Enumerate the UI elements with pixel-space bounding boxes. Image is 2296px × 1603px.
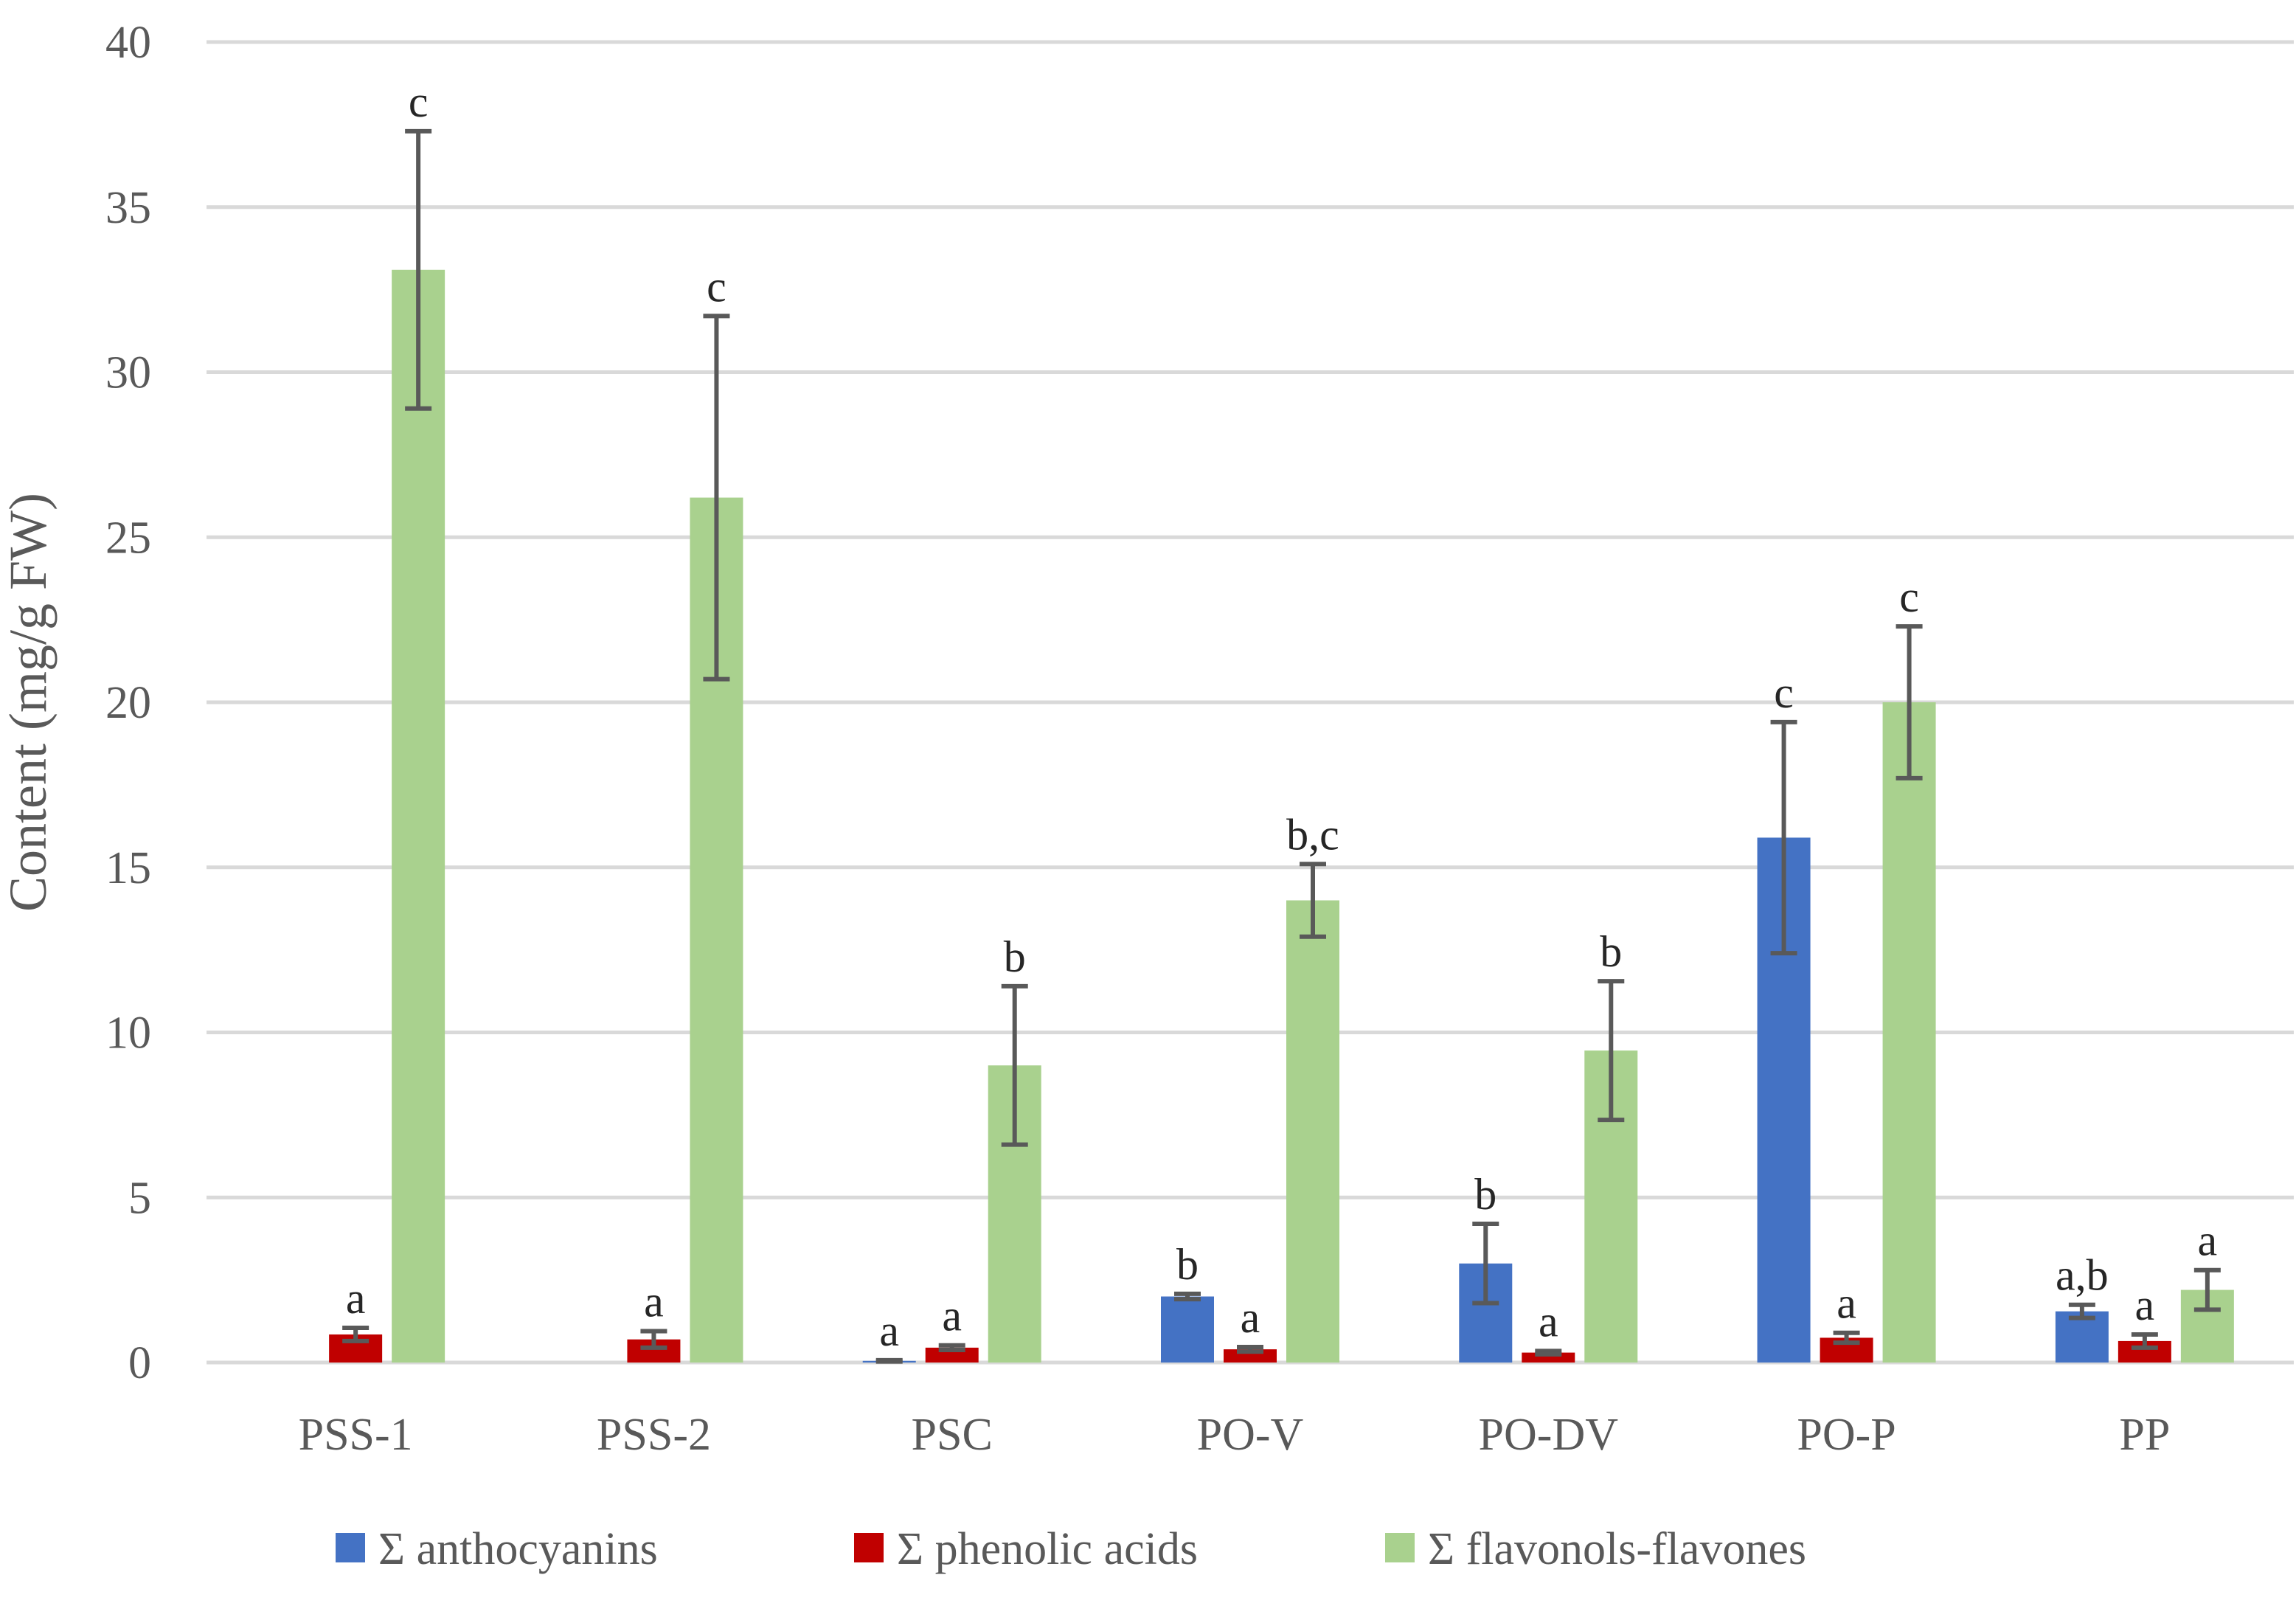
x-tick-label: PSS-1 — [299, 1410, 413, 1460]
significance-letter: a,b — [2056, 1251, 2109, 1300]
y-tick-label: 0 — [128, 1338, 151, 1388]
legend-swatch-2 — [854, 1533, 884, 1562]
x-axis-ticks: PSS-1 PSS-2 PSC PO-V PO-DV PO-P PP — [299, 1410, 2171, 1460]
x-tick-label: PO-V — [1197, 1410, 1304, 1460]
y-tick-label: 15 — [105, 843, 151, 893]
significance-letter: b — [1004, 932, 1026, 981]
gridlines — [207, 40, 2294, 1365]
significance-letter: c — [707, 262, 726, 311]
x-tick-label: PO-DV — [1479, 1410, 1619, 1460]
y-tick-label: 25 — [105, 513, 151, 563]
y-tick-label: 10 — [105, 1008, 151, 1059]
bars — [329, 269, 2234, 1363]
significance-letter: a — [2198, 1216, 2218, 1265]
legend-label-3: Σ flavonols-flavones — [1428, 1524, 1806, 1574]
bar-PO-V-series-3 — [1286, 900, 1339, 1363]
significance-letter: a — [346, 1274, 366, 1323]
significance-letter: c — [1899, 572, 1919, 621]
x-tick-label: PO-P — [1797, 1410, 1896, 1460]
bar-PO-P-series-3 — [1882, 702, 1936, 1363]
x-tick-label: PP — [2119, 1410, 2170, 1460]
y-axis-ticks: 0 5 10 15 20 25 30 35 40 — [105, 18, 151, 1388]
x-tick-label: PSS-2 — [597, 1410, 711, 1460]
significance-letter: a — [1241, 1293, 1260, 1342]
significance-letter: b — [1600, 927, 1622, 976]
significance-letter: a — [879, 1306, 899, 1355]
significance-letter: a — [1837, 1279, 1856, 1328]
bar-PO-V-series-1 — [1161, 1296, 1214, 1363]
legend-swatch-1 — [336, 1533, 365, 1562]
significance-letter: c — [1774, 668, 1794, 717]
y-tick-label: 40 — [105, 18, 151, 68]
significance-letter: a — [644, 1277, 664, 1326]
significance-letter: a — [1539, 1297, 1558, 1346]
significance-letter: b — [1176, 1240, 1199, 1289]
y-tick-label: 5 — [128, 1173, 151, 1223]
bar-PSS-1-series-3 — [392, 269, 445, 1363]
y-axis-label: Content (mg/g FW) — [0, 493, 58, 912]
x-tick-label: PSC — [912, 1410, 993, 1460]
significance-letter: a — [942, 1292, 962, 1340]
legend-swatch-3 — [1385, 1533, 1415, 1562]
significance-letter: a — [2135, 1281, 2155, 1329]
y-tick-label: 30 — [105, 348, 151, 398]
legend-label-1: Σ anthocyanins — [378, 1524, 658, 1574]
y-tick-label: 20 — [105, 678, 151, 728]
significance-letter: b — [1474, 1170, 1496, 1219]
significance-letter: c — [409, 77, 429, 126]
y-tick-label: 35 — [105, 183, 151, 233]
error-bars — [342, 128, 2221, 1364]
legend: Σ anthocyanins Σ phenolic acids Σ flavonol… — [336, 1524, 1806, 1574]
significance-letter: b,c — [1286, 810, 1339, 859]
legend-label-2: Σ phenolic acids — [897, 1524, 1198, 1574]
